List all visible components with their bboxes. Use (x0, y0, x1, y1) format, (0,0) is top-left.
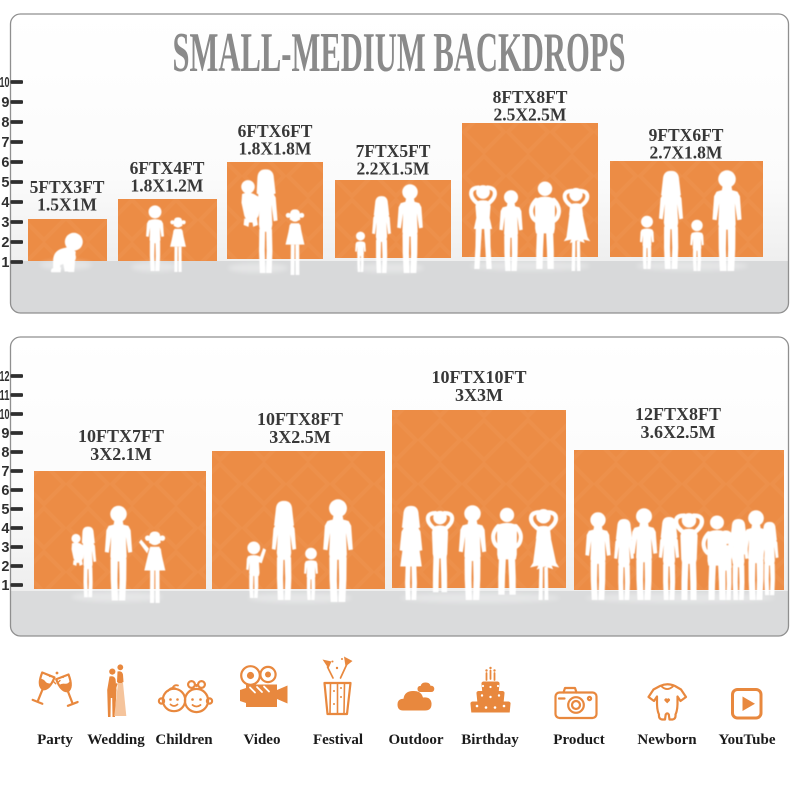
svg-text:3X3M: 3X3M (455, 385, 503, 405)
svg-text:1.8X1.8M: 1.8X1.8M (239, 139, 312, 159)
svg-text:3.6X2.5M: 3.6X2.5M (641, 422, 716, 442)
svg-text:5: 5 (1, 502, 9, 518)
svg-text:5FTX3FT: 5FTX3FT (30, 177, 105, 197)
svg-text:Party: Party (37, 732, 73, 748)
svg-text:2: 2 (1, 559, 9, 575)
svg-text:2.5X2.5M: 2.5X2.5M (494, 105, 567, 125)
svg-text:4: 4 (1, 195, 9, 211)
svg-text:8: 8 (1, 445, 9, 461)
svg-text:7: 7 (1, 464, 9, 480)
svg-text:12: 12 (0, 369, 10, 385)
svg-text:6: 6 (1, 483, 9, 499)
svg-text:1.5X1M: 1.5X1M (37, 195, 97, 215)
svg-text:6: 6 (1, 155, 9, 171)
svg-text:5: 5 (1, 175, 9, 191)
svg-text:8FTX8FT: 8FTX8FT (493, 87, 568, 107)
svg-text:Newborn: Newborn (637, 732, 697, 748)
svg-text:Video: Video (244, 732, 281, 748)
svg-text:8: 8 (1, 115, 9, 131)
svg-text:1: 1 (1, 255, 9, 271)
svg-text:2.7X1.8M: 2.7X1.8M (650, 143, 723, 163)
svg-text:10FTX7FT: 10FTX7FT (78, 426, 164, 446)
svg-text:9: 9 (1, 426, 9, 442)
svg-text:12FTX8FT: 12FTX8FT (635, 404, 721, 424)
svg-text:4: 4 (1, 521, 9, 537)
svg-text:3: 3 (1, 540, 9, 556)
svg-text:Outdoor: Outdoor (388, 732, 443, 748)
svg-text:11: 11 (0, 388, 10, 404)
svg-text:3X2.5M: 3X2.5M (269, 427, 331, 447)
svg-text:10: 10 (0, 407, 10, 423)
svg-text:3X2.1M: 3X2.1M (90, 444, 152, 464)
svg-text:2.2X1.5M: 2.2X1.5M (357, 159, 430, 179)
svg-text:Wedding: Wedding (87, 732, 145, 748)
svg-text:6FTX6FT: 6FTX6FT (238, 121, 313, 141)
svg-text:SMALL-MEDIUM BACKDROPS: SMALL-MEDIUM BACKDROPS (173, 22, 626, 84)
svg-text:7: 7 (1, 135, 9, 151)
svg-text:Birthday: Birthday (461, 732, 519, 748)
svg-text:9: 9 (1, 95, 9, 111)
svg-text:10FTX10FT: 10FTX10FT (431, 367, 526, 387)
svg-text:1.8X1.2M: 1.8X1.2M (131, 176, 204, 196)
svg-text:3: 3 (1, 215, 9, 231)
svg-text:7FTX5FT: 7FTX5FT (356, 141, 431, 161)
svg-text:Product: Product (553, 732, 604, 748)
svg-text:Festival: Festival (313, 732, 363, 748)
svg-text:YouTube: YouTube (719, 732, 776, 748)
svg-text:9FTX6FT: 9FTX6FT (649, 125, 724, 145)
svg-text:10: 10 (0, 75, 10, 91)
svg-text:2: 2 (1, 235, 9, 251)
svg-text:Children: Children (155, 732, 213, 748)
svg-text:10FTX8FT: 10FTX8FT (257, 409, 343, 429)
svg-text:6FTX4FT: 6FTX4FT (130, 158, 205, 178)
svg-text:1: 1 (1, 578, 9, 594)
